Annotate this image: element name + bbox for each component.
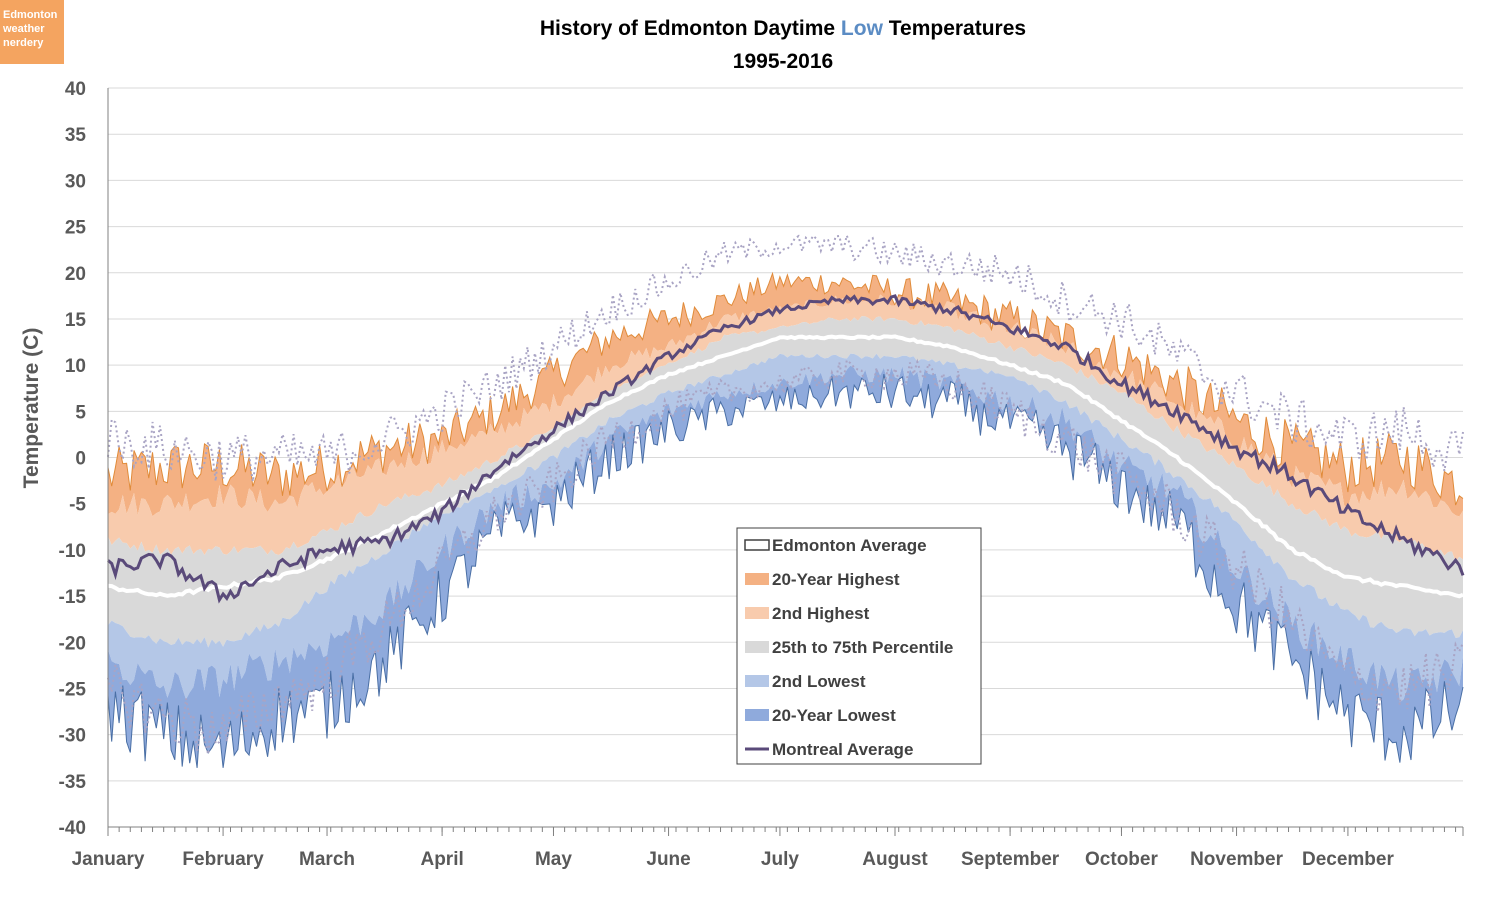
- band-20-year-highest: [108, 273, 1463, 517]
- legend-label: 20-Year Lowest: [772, 706, 896, 725]
- x-tick-label: May: [535, 849, 572, 870]
- y-tick-label: -15: [59, 587, 87, 608]
- badge-line-2: weather: [3, 23, 45, 35]
- legend-box: [736, 527, 982, 765]
- line-20-year-highest: [107, 271, 1464, 506]
- legend: Edmonton Average 20-Year Highest 2nd Highe…: [736, 527, 982, 765]
- badge-line-1: Edmonton: [3, 9, 58, 21]
- y-tick-label: 35: [65, 125, 87, 146]
- y-tick-label: 0: [75, 449, 86, 470]
- band-2nd-lowest: [108, 353, 1463, 703]
- x-tick-label: July: [761, 849, 799, 870]
- chart-title-part-3: Temperatures: [883, 17, 1026, 40]
- x-tick-label: February: [182, 849, 264, 870]
- y-tick-label: 30: [65, 171, 86, 192]
- legend-label: 2nd Highest: [772, 604, 870, 623]
- legend-label: Edmonton Average: [772, 536, 927, 555]
- line-20-year-lowest: [107, 374, 1464, 768]
- x-tick-label: April: [420, 849, 463, 870]
- legend-swatch-second-low: [745, 675, 769, 687]
- y-tick-label: 40: [65, 79, 86, 100]
- legend-swatch-iqr: [745, 641, 769, 653]
- legend-swatch-edmonton-average: [744, 539, 770, 551]
- legend-label: 2nd Lowest: [772, 672, 866, 691]
- y-tick-label: -5: [69, 495, 86, 516]
- chart-subtitle: 1995-2016: [733, 50, 833, 73]
- y-tick-label: -35: [59, 772, 87, 793]
- legend-label: 20-Year Highest: [772, 570, 900, 589]
- legend-swatch-record-low: [745, 709, 769, 721]
- y-tick-label: -10: [59, 541, 86, 562]
- y-tick-label: 25: [65, 218, 87, 239]
- badge-line-3: nerdery: [3, 37, 44, 49]
- chart-title-low-word: Low: [841, 17, 884, 40]
- line-edmonton-average: [107, 334, 1464, 599]
- legend-label: 25th to 75th Percentile: [772, 638, 953, 657]
- axes: 40 35 30 25 20 15 10 5 0 -5 -10 -15 -20 -25 -30 -35 -40 J…: [59, 79, 1464, 870]
- x-tick-label: June: [646, 849, 690, 870]
- y-tick-label: -20: [59, 633, 86, 654]
- y-tick-label: 15: [65, 310, 87, 331]
- x-tick-label: December: [1302, 849, 1394, 870]
- x-tick-label: March: [299, 849, 355, 870]
- edmonton-weather-nerdery-badge: Edmonton weather nerdery: [0, 0, 64, 64]
- y-axis-label: Temperature (C): [20, 328, 43, 489]
- y-tick-label: 20: [65, 264, 86, 285]
- y-tick-label: 5: [75, 402, 86, 423]
- line-montreal-average: [107, 294, 1465, 604]
- chart-title: History of Edmonton Daytime Low Temperat…: [540, 17, 1026, 40]
- band-20-year-lowest: [108, 365, 1463, 768]
- x-tick-label: October: [1085, 849, 1158, 870]
- y-tick-label: -40: [59, 818, 86, 839]
- y-tick-label: -30: [59, 726, 86, 747]
- line-dotted-lower: [107, 358, 1464, 755]
- chart-title-part-1: History of Edmonton Daytime: [540, 17, 841, 40]
- x-tick-label: January: [72, 849, 145, 870]
- legend-swatch-record-high: [745, 573, 769, 585]
- y-tick-label: 10: [65, 356, 86, 377]
- plot-area: [107, 231, 1465, 768]
- x-tick-label: November: [1190, 849, 1284, 870]
- y-tick-label: -25: [59, 679, 87, 700]
- x-tick-label: September: [961, 849, 1060, 870]
- legend-label: Montreal Average: [772, 740, 913, 759]
- x-tick-label: August: [862, 849, 928, 870]
- band-25th-75th-percentile: [108, 316, 1463, 648]
- legend-swatch-second-high: [745, 607, 769, 619]
- band-2nd-highest: [108, 294, 1463, 562]
